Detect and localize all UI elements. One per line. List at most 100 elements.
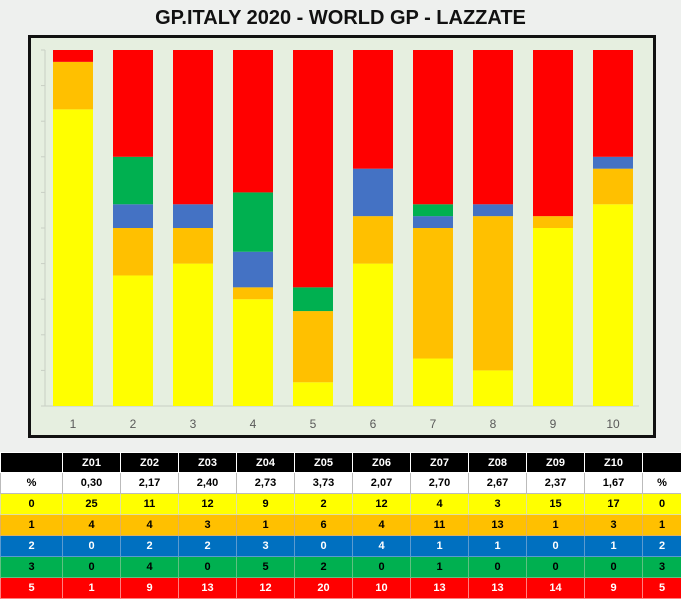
table-cell: 4	[353, 515, 411, 536]
table-cell: 20	[295, 578, 353, 599]
table-cell: 0	[353, 557, 411, 578]
table-cell: 3	[237, 536, 295, 557]
table-cell: 1	[63, 578, 121, 599]
table-cell: 2,07	[353, 473, 411, 494]
table-cell: 13	[179, 578, 237, 599]
table-cell: 25	[63, 494, 121, 515]
table-cell: 2	[295, 494, 353, 515]
bar-segment-level-0-cat-2	[113, 275, 153, 406]
table-cell: 13	[469, 515, 527, 536]
bar-segment-level-0-cat-8	[473, 370, 513, 406]
bar-segment-level-1-cat-2	[113, 228, 153, 275]
table-cell: 0	[179, 557, 237, 578]
x-tick-label: 10	[606, 417, 620, 431]
table-cell: Z02	[121, 453, 179, 473]
bar-segment-level-2-cat-10	[593, 157, 633, 169]
table-cell: 2,40	[179, 473, 237, 494]
bar-segment-level-0-cat-9	[533, 228, 573, 406]
bar-segment-level-2-cat-4	[233, 252, 273, 288]
table-cell: 3	[469, 494, 527, 515]
table-cell: 2	[121, 536, 179, 557]
bar-segment-level-3-cat-2	[113, 157, 153, 204]
bar-segment-level-5-cat-9	[533, 50, 573, 216]
table-cell: 11	[411, 515, 469, 536]
bar-segment-level-1-cat-7	[413, 228, 453, 359]
table-cell: 6	[295, 515, 353, 536]
table-cell: 5	[1, 578, 63, 599]
bar-segment-level-3-cat-7	[413, 204, 453, 216]
bar-segment-level-2-cat-2	[113, 204, 153, 228]
x-tick-label: 1	[70, 417, 77, 431]
table-cell: 3	[643, 557, 681, 578]
table-cell: Z03	[179, 453, 237, 473]
bar-segment-level-0-cat-10	[593, 204, 633, 406]
table-cell: 4	[353, 536, 411, 557]
table-cell: 0	[643, 494, 681, 515]
table-cell: 17	[585, 494, 643, 515]
table-cell: 14	[527, 578, 585, 599]
table-cell: 0	[63, 557, 121, 578]
table-cell: 1,67	[585, 473, 643, 494]
table-cell: 2	[1, 536, 63, 557]
bar-segment-level-5-cat-6	[353, 50, 393, 169]
table-cell: 3,73	[295, 473, 353, 494]
x-tick-label: 5	[310, 417, 317, 431]
x-tick-label: 2	[130, 417, 137, 431]
table-cell: Z10	[585, 453, 643, 473]
table-cell: 15	[527, 494, 585, 515]
table-cell: 4	[411, 494, 469, 515]
table-cell: 13	[411, 578, 469, 599]
table-cell: Z06	[353, 453, 411, 473]
x-tick-label: 9	[550, 417, 557, 431]
bar-segment-level-0-cat-3	[173, 264, 213, 406]
table-cell: 11	[121, 494, 179, 515]
bar-segment-level-1-cat-1	[53, 62, 93, 109]
table-cell: 0	[469, 557, 527, 578]
table-cell: 4	[63, 515, 121, 536]
table-cell: 2	[643, 536, 681, 557]
table-cell: 1	[411, 557, 469, 578]
table-cell: 9	[237, 494, 295, 515]
bar-segment-level-0-cat-1	[53, 109, 93, 406]
bar-segment-level-0-cat-6	[353, 264, 393, 406]
bar-segment-level-1-cat-3	[173, 228, 213, 264]
table-cell: 1	[527, 515, 585, 536]
table-cell: 0	[527, 557, 585, 578]
bar-segment-level-0-cat-4	[233, 299, 273, 406]
table-cell: 3	[1, 557, 63, 578]
table-cell: 0	[1, 494, 63, 515]
x-tick-label: 8	[490, 417, 497, 431]
table-cell: 2,73	[237, 473, 295, 494]
table-cell: Z04	[237, 453, 295, 473]
table-cell: Z05	[295, 453, 353, 473]
bar-segment-level-5-cat-7	[413, 50, 453, 204]
table-cell: 12	[179, 494, 237, 515]
bar-segment-level-2-cat-7	[413, 216, 453, 228]
table-cell: 4	[121, 515, 179, 536]
table-cell: 2,67	[469, 473, 527, 494]
table-cell: 0,30	[63, 473, 121, 494]
bar-segment-level-0-cat-7	[413, 359, 453, 406]
table-cell: 0	[63, 536, 121, 557]
bar-segment-level-1-cat-6	[353, 216, 393, 263]
bar-segment-level-5-cat-8	[473, 50, 513, 204]
bar-segment-level-0-cat-5	[293, 382, 333, 406]
table-cell: 5	[237, 557, 295, 578]
table-cell: 0	[295, 536, 353, 557]
table-cell: 2	[179, 536, 237, 557]
table-cell: 3	[179, 515, 237, 536]
table-cell: 1	[469, 536, 527, 557]
table-cell: 9	[585, 578, 643, 599]
bar-segment-level-2-cat-6	[353, 169, 393, 216]
bar-segment-level-2-cat-8	[473, 204, 513, 216]
table-cell: Z09	[527, 453, 585, 473]
x-tick-label: 3	[190, 417, 197, 431]
table-cell: 1	[411, 536, 469, 557]
